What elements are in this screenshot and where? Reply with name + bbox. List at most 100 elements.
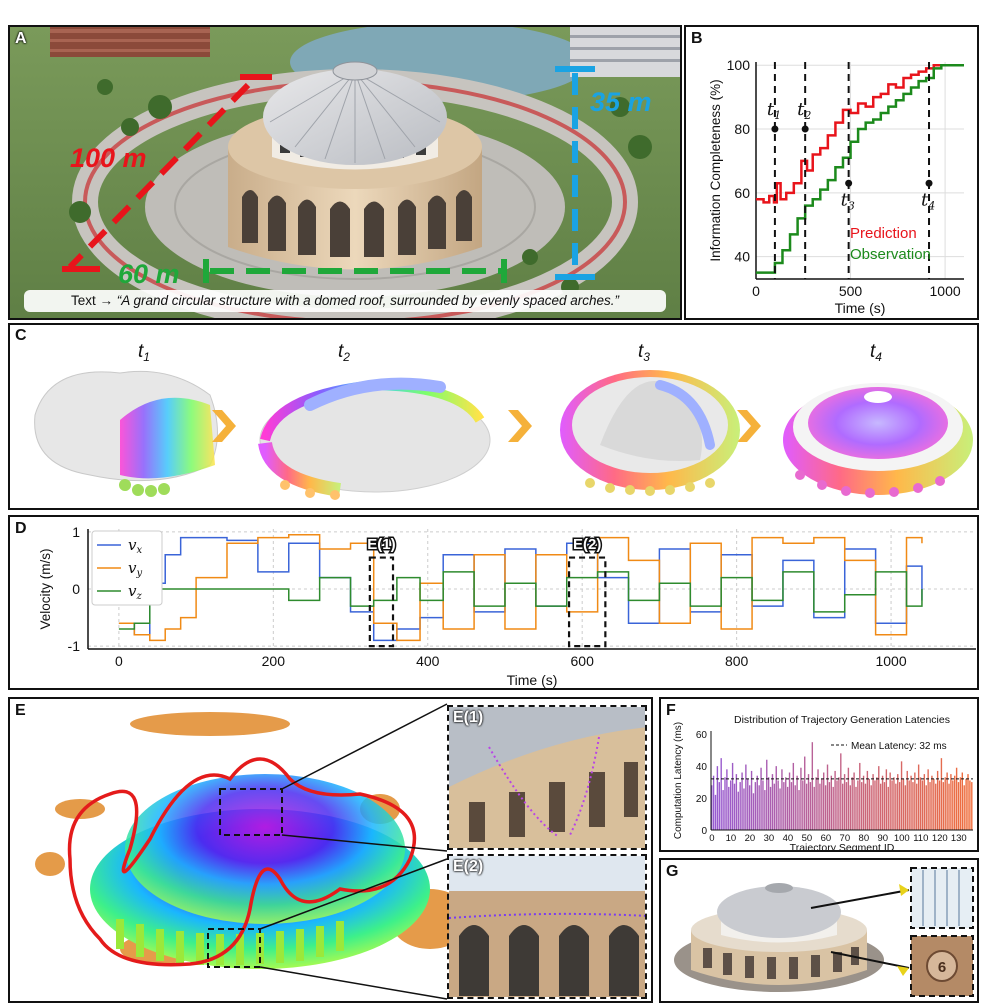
bar: [923, 774, 926, 830]
y-tick-label: 40: [696, 762, 708, 773]
inset-g2: 6: [910, 935, 974, 997]
bar: [764, 790, 766, 830]
bar: [777, 780, 779, 830]
series-line-prediction: [756, 63, 964, 204]
bar: [933, 778, 935, 830]
bar: [718, 782, 720, 830]
bar: [959, 777, 962, 830]
x-tick-label: 0: [752, 283, 760, 299]
bar: [745, 764, 747, 830]
bar: [811, 742, 814, 830]
y-tick-label: 0: [72, 581, 80, 597]
series-line-vx: [118, 536, 923, 642]
y-tick-label: 100: [727, 57, 751, 73]
bar: [724, 777, 726, 830]
x-tick-label: 110: [913, 833, 928, 844]
x-tick-label: 0: [709, 833, 714, 844]
bar: [832, 786, 834, 830]
bar: [887, 786, 889, 830]
bar: [779, 788, 781, 830]
svg-text:6: 6: [938, 959, 946, 976]
bar: [897, 774, 899, 830]
bar: [957, 782, 960, 830]
x-axis-label: Time (s): [835, 300, 886, 316]
bar: [720, 758, 722, 830]
bar: [712, 775, 715, 830]
x-tick-label: 100: [894, 833, 910, 844]
bar: [876, 777, 878, 830]
bar: [910, 775, 912, 830]
bar: [847, 767, 850, 830]
bar: [785, 777, 787, 830]
bar: [925, 785, 927, 830]
y-tick-label: 60: [734, 185, 750, 201]
bar: [739, 782, 741, 830]
x-tick-label: 130: [951, 833, 967, 844]
text-prompt: Text → “A grand circular structure with …: [24, 290, 666, 312]
dim-red-label: 100 m: [70, 143, 147, 173]
y-tick-label: 1: [72, 524, 80, 540]
bar: [921, 780, 924, 830]
bar: [733, 783, 736, 830]
bar: [728, 786, 730, 830]
bar: [781, 769, 783, 830]
bar: [946, 772, 948, 830]
bar: [878, 766, 880, 830]
bar: [809, 782, 812, 830]
inset-e1-label: E(1): [453, 709, 484, 726]
y-tick-label: 40: [734, 249, 750, 265]
chart-velocity: -1 0 1 0 200 400 600 800 1000 Time (s) Velocity (m…: [38, 524, 976, 688]
bar: [879, 783, 882, 830]
panel-label-a: A: [15, 30, 27, 47]
dim-blue-label: 35 m: [590, 87, 652, 117]
inset-g1: [910, 867, 974, 929]
bar: [798, 790, 800, 830]
bar: [914, 772, 916, 830]
bar: [714, 794, 717, 830]
bar: [950, 774, 952, 830]
x-tick-label: 400: [416, 653, 440, 669]
bar: [838, 777, 840, 830]
highlight-box-E(1): [368, 556, 395, 648]
bar: [766, 759, 768, 830]
y-tick-label: 60: [696, 730, 708, 741]
marker-label-t2: t2: [797, 99, 811, 122]
bar: [735, 774, 738, 830]
highlight-label-E(2): E(2): [573, 536, 601, 553]
model-t1: [34, 370, 218, 497]
bar: [889, 772, 891, 830]
series-line-vz: [118, 571, 923, 630]
x-tick-label: 30: [764, 833, 775, 844]
bar: [929, 782, 931, 830]
dimension-green: [203, 259, 507, 283]
bar: [741, 772, 743, 830]
x-tick-label: 500: [839, 283, 863, 299]
bar: [859, 762, 861, 830]
bar: [828, 782, 831, 830]
bar: [729, 780, 732, 830]
series-line-observation: [756, 63, 964, 274]
bar: [754, 782, 757, 830]
bar: [885, 769, 888, 830]
bar: [726, 769, 728, 830]
bar: [790, 782, 793, 830]
bar: [912, 782, 914, 830]
bar: [737, 791, 739, 830]
bar: [944, 777, 946, 830]
bar: [893, 777, 895, 830]
legend-entry: Observation: [850, 246, 931, 263]
bar: [967, 774, 969, 830]
x-tick-label: 60: [821, 833, 832, 844]
bar: [948, 783, 950, 830]
roi-e1: [219, 788, 283, 836]
highlight-box-E(2): [567, 556, 607, 648]
dimension-red: [62, 74, 272, 272]
bar: [849, 785, 851, 830]
panel-g: G 6: [659, 858, 979, 1003]
aerial-photo: 100 m 60 m 35 m: [10, 27, 680, 318]
bar: [906, 770, 908, 830]
bar: [916, 783, 918, 830]
legend-entry: Mean Latency: 32 ms: [851, 741, 947, 752]
bar: [794, 785, 796, 830]
